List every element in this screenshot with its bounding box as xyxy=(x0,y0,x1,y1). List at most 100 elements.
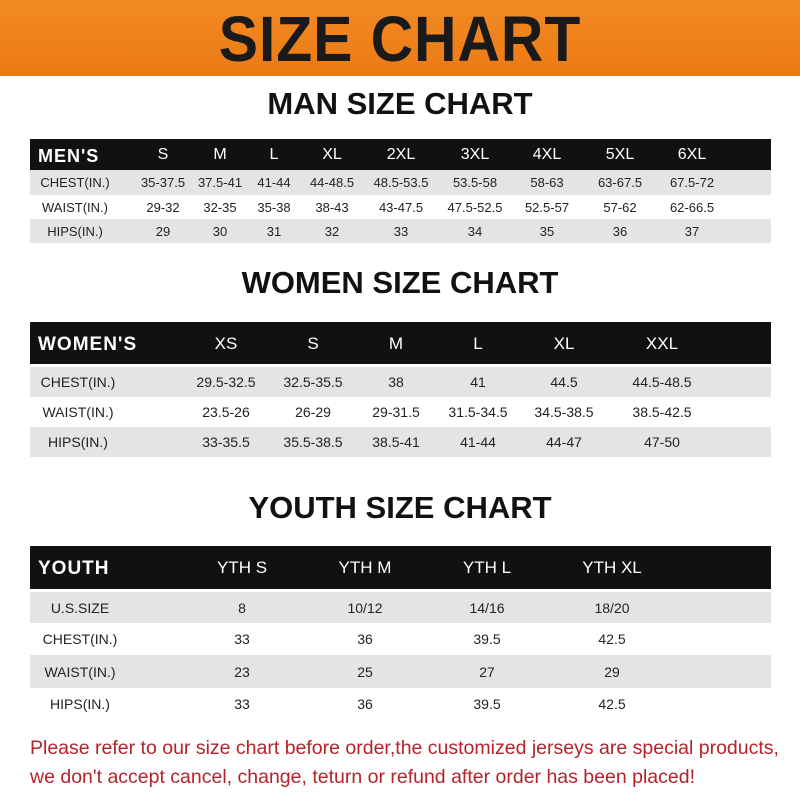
table-row: CHEST(IN.) 29.5-32.5 32.5-35.5 38 41 44.5 44.5… xyxy=(30,367,771,397)
youth-size-table: YOUTH YTH S YTH M YTH L YTH XL U.S.SIZE 8 10/12… xyxy=(30,546,771,719)
table-category-label: MEN'S xyxy=(38,145,100,166)
measurement-value: 29-32 xyxy=(146,199,180,215)
table-row: CHEST(IN.) 35-37.5 37.5-41 41-44 44-48.5 48.5… xyxy=(30,170,771,195)
measurement-value: 36 xyxy=(612,223,628,239)
size-column-header: L xyxy=(473,333,483,353)
measurement-value: 62-66.5 xyxy=(669,199,715,215)
measurement-value: 26-29 xyxy=(295,404,331,420)
measurement-label: CHEST(IN.) xyxy=(40,374,116,390)
measurement-value: 34 xyxy=(467,223,483,239)
table-header-row: WOMEN'S XS S M L XL XXL xyxy=(30,322,771,364)
measurement-value: 36 xyxy=(357,695,373,712)
measurement-value: 39.5 xyxy=(473,695,501,712)
measurement-value: 44.5 xyxy=(550,374,578,390)
measurement-value: 33 xyxy=(234,695,250,712)
measurement-value: 37 xyxy=(684,223,700,239)
men-size-table: MEN'S S M L XL 2XL 3XL 4XL 5XL 6XL CHEST(IN.) 35-37… xyxy=(30,139,771,243)
measurement-value: 14/16 xyxy=(469,599,505,616)
measurement-value: 27 xyxy=(479,663,495,680)
measurement-label: WAIST(IN.) xyxy=(44,663,116,680)
measurement-value: 39.5 xyxy=(473,631,501,647)
measurement-value: 34.5-38.5 xyxy=(534,404,594,420)
table-row: U.S.SIZE 8 10/12 14/16 18/20 xyxy=(30,592,771,623)
measurement-value: 52.5-57 xyxy=(524,199,570,215)
measurement-value: 29.5-32.5 xyxy=(196,374,256,390)
measurement-label: HIPS(IN.) xyxy=(50,695,110,712)
measurement-value: 41-44 xyxy=(460,434,496,450)
measurement-value: 63-67.5 xyxy=(597,175,643,190)
size-column-header: YTH M xyxy=(338,558,392,577)
measurement-value: 10/12 xyxy=(347,599,383,616)
measurement-value: 29 xyxy=(155,223,171,239)
measurement-value: 25 xyxy=(357,663,373,680)
women-size-table: WOMEN'S XS S M L XL XXL CHEST(IN.) 29.5-32.5 32.5… xyxy=(30,322,771,457)
size-column-header: XL xyxy=(322,145,342,163)
banner-title: SIZE CHART xyxy=(218,3,582,75)
size-column-header: 2XL xyxy=(386,145,416,163)
size-column-header: S xyxy=(307,333,319,353)
size-column-header: L xyxy=(269,145,279,163)
measurement-value: 32.5-35.5 xyxy=(283,374,343,390)
measurement-value: 41-44 xyxy=(257,175,291,190)
measurement-value: 29-31.5 xyxy=(372,404,420,420)
measurement-label: WAIST(IN.) xyxy=(42,199,108,215)
measurement-value: 29 xyxy=(604,663,620,680)
measurement-value: 47.5-52.5 xyxy=(447,199,503,215)
measurement-value: 48.5-53.5 xyxy=(373,175,429,190)
table-row: HIPS(IN.) 33 36 39.5 42.5 xyxy=(30,688,771,719)
table-header-row: MEN'S S M L XL 2XL 3XL 4XL 5XL 6XL xyxy=(30,139,771,170)
measurement-value: 31.5-34.5 xyxy=(448,404,508,420)
table-row: HIPS(IN.) 29 30 31 32 33 34 35 36 37 xyxy=(30,219,771,243)
measurement-value: 33 xyxy=(234,631,250,647)
size-column-header: M xyxy=(213,145,227,163)
order-notice: Please refer to our size chart before or… xyxy=(30,734,790,792)
size-column-header: 5XL xyxy=(605,145,635,163)
measurement-value: 31 xyxy=(266,223,282,239)
measurement-value: 38-43 xyxy=(315,199,349,215)
measurement-value: 42.5 xyxy=(598,695,626,712)
table-category-label: YOUTH xyxy=(38,558,110,579)
size-column-header: M xyxy=(388,333,404,353)
size-column-header: 3XL xyxy=(460,145,490,163)
measurement-value: 35-37.5 xyxy=(140,175,186,190)
table-row: HIPS(IN.) 33-35.5 35.5-38.5 38.5-41 41-44 44-… xyxy=(30,427,771,457)
table-row: WAIST(IN.) 23.5-26 26-29 29-31.5 31.5-34.5 34… xyxy=(30,397,771,427)
measurement-value: 67.5-72 xyxy=(669,175,715,190)
measurement-value: 35 xyxy=(539,223,555,239)
measurement-value: 43-47.5 xyxy=(378,199,424,215)
measurement-value: 53.5-58 xyxy=(452,175,498,190)
measurement-value: 33 xyxy=(393,223,409,239)
measurement-value: 37.5-41 xyxy=(197,175,243,190)
measurement-value: 44-48.5 xyxy=(309,175,355,190)
size-column-header: XL xyxy=(553,333,575,353)
women-section-title: WOMEN SIZE CHART xyxy=(241,265,559,300)
measurement-value: 8 xyxy=(238,599,246,616)
measurement-value: 38 xyxy=(388,374,404,390)
notice-line-1: Please refer to our size chart before or… xyxy=(30,737,779,759)
youth-section-title: YOUTH SIZE CHART xyxy=(248,490,552,525)
measurement-value: 32-35 xyxy=(203,199,237,215)
measurement-value: 36 xyxy=(357,631,373,647)
table-category-label: WOMEN'S xyxy=(38,333,138,355)
measurement-value: 33-35.5 xyxy=(202,434,250,450)
table-row: WAIST(IN.) 29-32 32-35 35-38 38-43 43-47.5 47.… xyxy=(30,195,771,219)
measurement-label: WAIST(IN.) xyxy=(42,404,114,420)
measurement-value: 44-47 xyxy=(546,434,582,450)
measurement-value: 41 xyxy=(470,374,486,390)
men-section-title: MAN SIZE CHART xyxy=(267,86,533,121)
size-column-header: S xyxy=(157,145,169,163)
measurement-label: CHEST(IN.) xyxy=(40,175,110,190)
measurement-value: 57-62 xyxy=(603,199,637,215)
measurement-value: 38.5-41 xyxy=(372,434,420,450)
size-column-header: YTH XL xyxy=(582,558,642,577)
measurement-value: 44.5-48.5 xyxy=(632,374,692,390)
size-column-header: YTH S xyxy=(216,558,268,577)
measurement-value: 23 xyxy=(234,663,250,680)
measurement-label: HIPS(IN.) xyxy=(48,434,108,450)
measurement-label: HIPS(IN.) xyxy=(47,223,103,239)
size-column-header: 4XL xyxy=(532,145,562,163)
size-column-header: XS xyxy=(214,333,238,353)
measurement-value: 58-63 xyxy=(530,175,564,190)
measurement-value: 47-50 xyxy=(644,434,680,450)
measurement-value: 18/20 xyxy=(594,599,630,616)
